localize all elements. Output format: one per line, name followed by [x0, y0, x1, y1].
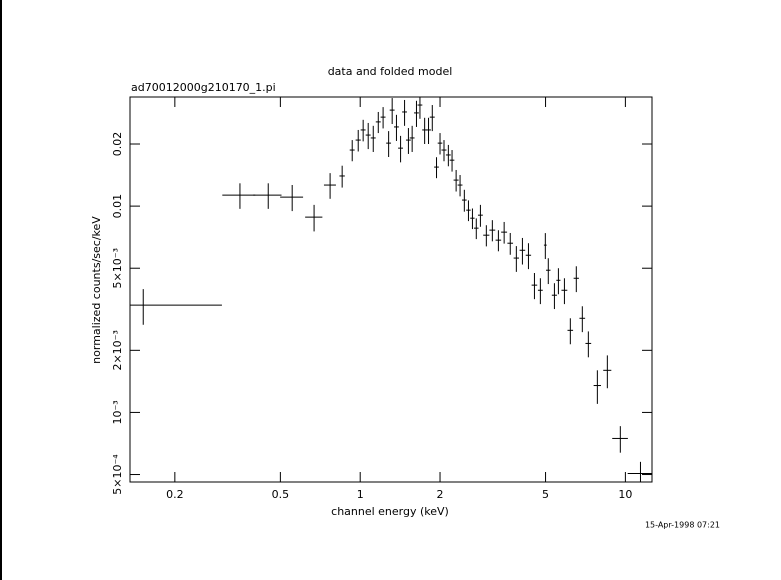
- y-tick-label: 5×10⁻³: [111, 248, 124, 288]
- x-tick-label: 1: [357, 488, 364, 501]
- y-tick-label: 0.02: [111, 132, 124, 157]
- chart-subtitle: ad70012000g210170_1.pi: [131, 81, 276, 94]
- chart-title: data and folded model: [328, 65, 453, 78]
- data-layer: [130, 97, 652, 482]
- x-axis-label: channel energy (keV): [331, 505, 449, 518]
- y-tick-label: 2×10⁻³: [111, 330, 124, 370]
- x-tick-label: 0.5: [272, 488, 290, 501]
- y-tick-label: 5×10⁻⁴: [111, 454, 124, 495]
- plot-frame: [129, 96, 653, 483]
- y-axis-label: normalized counts/sec/keV: [90, 216, 103, 364]
- y-tick-label: 10⁻³: [111, 400, 124, 424]
- x-tick-label: 0.2: [166, 488, 184, 501]
- x-tick-label: 10: [618, 488, 632, 501]
- x-tick-label: 2: [437, 488, 444, 501]
- timestamp: 15-Apr-1998 07:21: [645, 521, 720, 530]
- y-tick-label: 0.01: [111, 194, 124, 219]
- x-tick-label: 5: [542, 488, 549, 501]
